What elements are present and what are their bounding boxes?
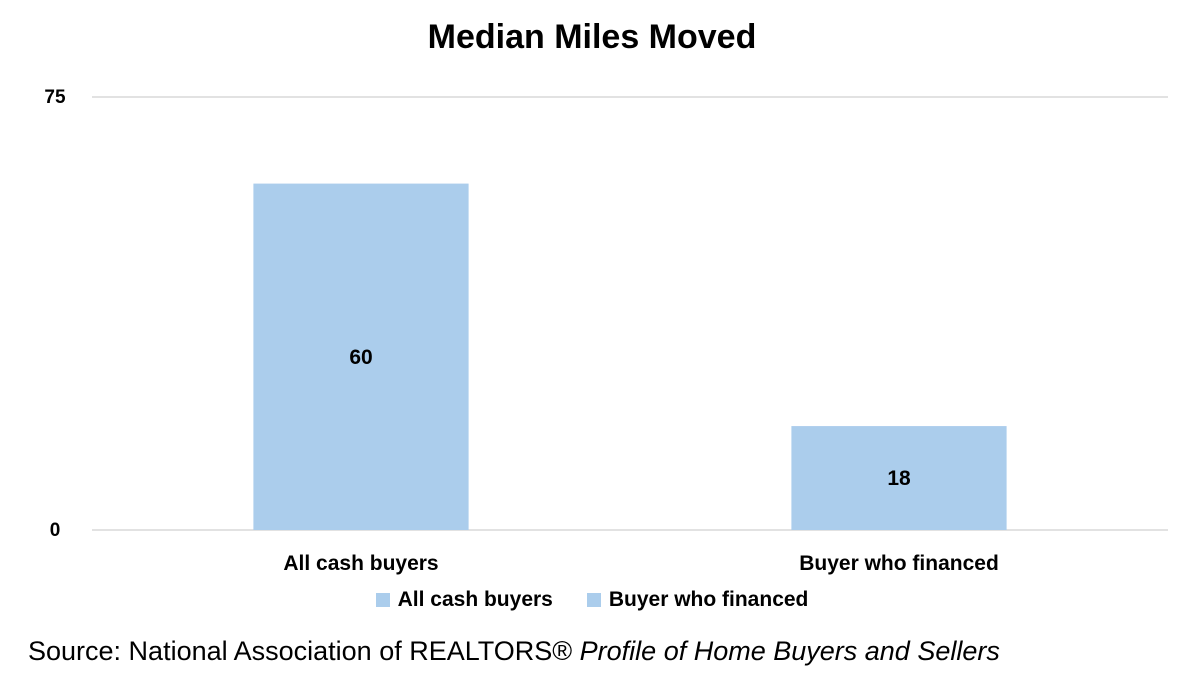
legend: All cash buyers Buyer who financed — [0, 588, 1184, 612]
y-tick-label: 0 — [50, 520, 61, 541]
legend-label: All cash buyers — [397, 588, 553, 611]
source-title: Profile of Home Buyers and Sellers — [579, 636, 1000, 666]
y-tick-label: 75 — [44, 87, 66, 108]
bar — [791, 426, 1007, 530]
x-category-label: All cash buyers — [283, 552, 438, 575]
bar — [253, 183, 469, 530]
source-note: Source: National Association of REALTORS… — [28, 636, 1000, 667]
chart-title: Median Miles Moved — [427, 18, 757, 56]
data-label: 18 — [887, 467, 911, 490]
legend-item: Buyer who financed — [586, 588, 809, 612]
bars — [253, 183, 1007, 530]
x-category-label: Buyer who financed — [799, 552, 999, 575]
legend-swatch — [586, 593, 601, 607]
source-prefix: Source: National Association of REALTORS… — [28, 636, 580, 666]
labels: 0 75 60 All cash buyers 18 Buyer who financed — [44, 87, 998, 575]
legend-label: Buyer who financed — [608, 588, 809, 611]
data-label: 60 — [349, 346, 372, 369]
legend-swatch — [375, 593, 390, 607]
bar-chart: 0 75 60 All cash buyers 18 Buyer who financed — [44, 87, 1168, 575]
legend-item: All cash buyers — [375, 588, 553, 612]
